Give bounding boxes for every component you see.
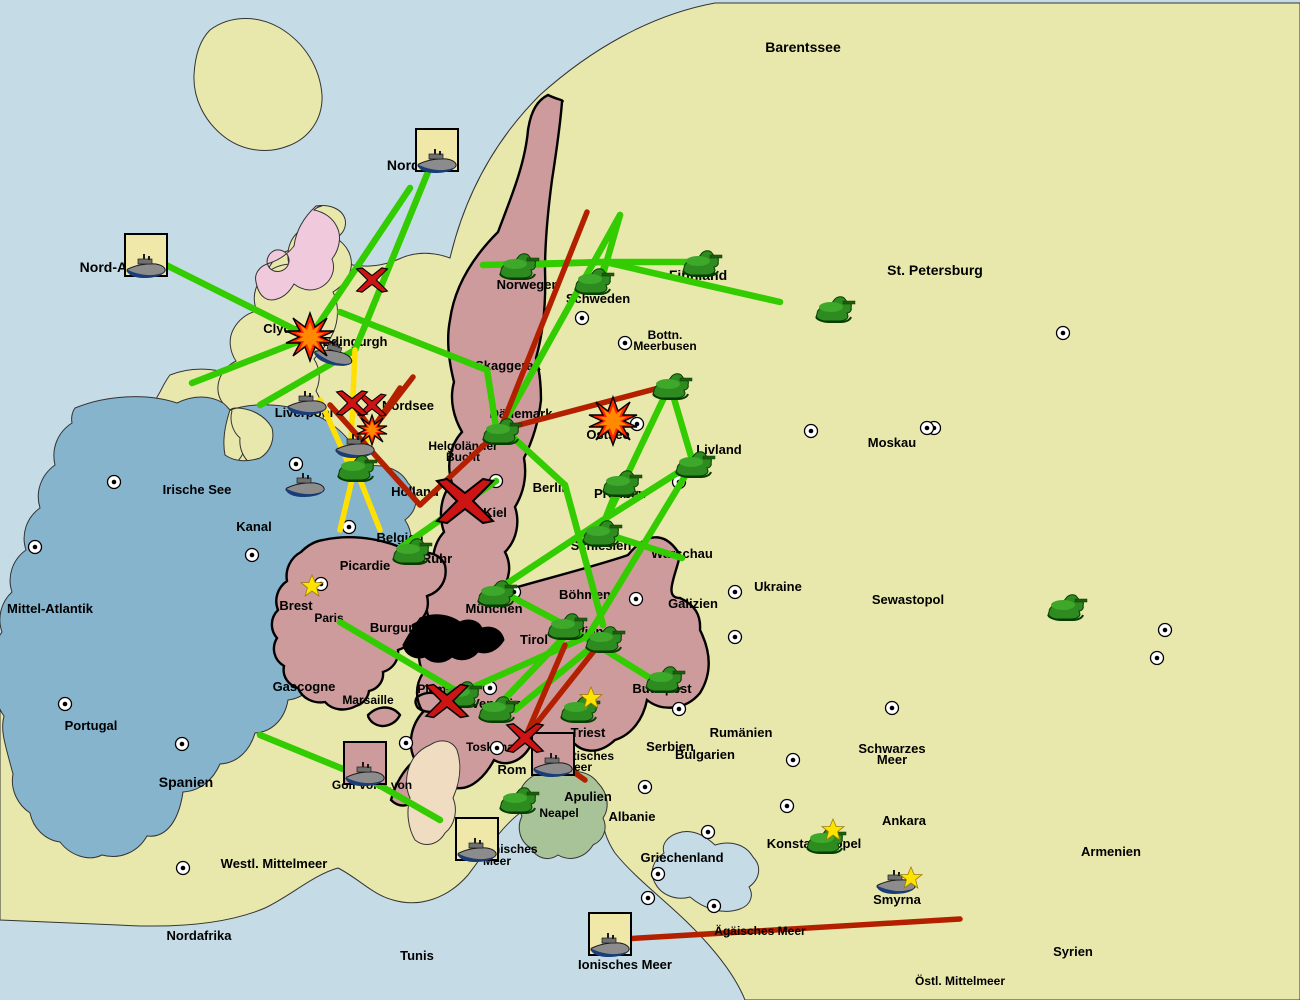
svg-text:Spanien: Spanien: [159, 774, 213, 790]
svg-text:Picardie: Picardie: [340, 558, 391, 573]
svg-text:Neapel: Neapel: [539, 806, 578, 820]
svg-text:Armenien: Armenien: [1081, 844, 1141, 859]
svg-text:Mittel-Atlantik: Mittel-Atlantik: [7, 601, 94, 616]
svg-text:Burgund: Burgund: [370, 620, 424, 635]
svg-text:Sewastopol: Sewastopol: [872, 592, 944, 607]
svg-text:Ukraine: Ukraine: [754, 579, 802, 594]
svg-text:Bulgarien: Bulgarien: [675, 747, 735, 762]
svg-text:Nordafrika: Nordafrika: [166, 928, 232, 943]
svg-text:Galizien: Galizien: [668, 596, 718, 611]
svg-text:Ionisches Meer: Ionisches Meer: [578, 957, 672, 972]
svg-text:Böhmen: Böhmen: [559, 587, 611, 602]
svg-text:Kanal: Kanal: [236, 519, 271, 534]
svg-text:Syrien: Syrien: [1053, 944, 1093, 959]
svg-text:Meerbusen: Meerbusen: [633, 339, 696, 353]
svg-text:Portugal: Portugal: [65, 718, 118, 733]
svg-text:Rumänien: Rumänien: [710, 725, 773, 740]
svg-text:Triest: Triest: [571, 725, 606, 740]
svg-text:Meer: Meer: [877, 752, 907, 767]
svg-text:Ägäisches Meer: Ägäisches Meer: [714, 923, 806, 938]
svg-text:Marsaille: Marsaille: [342, 693, 394, 707]
svg-text:Westl. Mittelmeer: Westl. Mittelmeer: [221, 856, 328, 871]
svg-text:Gascogne: Gascogne: [273, 679, 336, 694]
svg-text:Brest: Brest: [279, 598, 313, 613]
svg-text:Rom: Rom: [498, 762, 527, 777]
svg-text:Ankara: Ankara: [882, 813, 927, 828]
svg-text:Apulien: Apulien: [564, 789, 612, 804]
svg-text:Moskau: Moskau: [868, 435, 916, 450]
svg-text:Tunis: Tunis: [400, 948, 434, 963]
svg-text:Albanie: Albanie: [609, 809, 656, 824]
svg-text:Tirol: Tirol: [520, 632, 548, 647]
svg-text:Smyrna: Smyrna: [873, 892, 921, 907]
svg-text:Barentssee: Barentssee: [765, 39, 841, 55]
svg-text:Irische See: Irische See: [163, 482, 232, 497]
svg-text:St. Petersburg: St. Petersburg: [887, 262, 983, 278]
svg-text:Östl. Mittelmeer: Östl. Mittelmeer: [915, 973, 1005, 988]
svg-text:Griechenland: Griechenland: [640, 850, 723, 865]
